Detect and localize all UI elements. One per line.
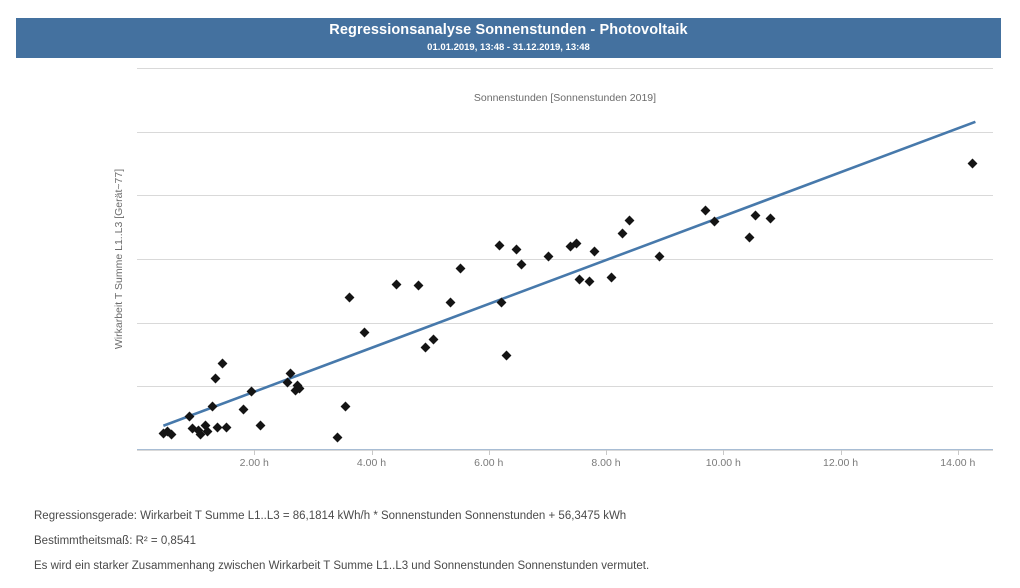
x-axis-tick-label: 6.00 h (474, 457, 504, 469)
r-squared-value: Bestimmtheitsmaß: R² = 0,8541 (34, 535, 197, 547)
x-axis-tick-label: 4.00 h (356, 457, 387, 469)
gridline-horizontal (137, 131, 993, 133)
x-axis-tick-mark (957, 450, 959, 455)
y-axis-title: Wirkarbeit T Summe L1..L3 [Gerät~77] (113, 168, 126, 350)
chart-plot-area: Wirkarbeit T Summe L1..L3 [Gerät~77] 0.0… (113, 68, 993, 469)
gridline-horizontal (137, 195, 993, 197)
x-axis-line (137, 449, 993, 450)
x-axis-tick-mark (371, 450, 373, 455)
gridline-horizontal (137, 386, 993, 388)
gridline-horizontal (137, 322, 993, 324)
page-title: Regressionsanalyse Sonnenstunden - Photo… (329, 22, 688, 38)
x-axis-tick-label: 8.00 h (591, 457, 621, 469)
x-axis-tick-mark (606, 450, 608, 455)
x-axis-tick-mark (488, 450, 490, 455)
x-axis-tick-mark (840, 450, 842, 455)
x-axis-tick-label: 10.00 h (705, 457, 741, 469)
regression-summary: Regressionsgerade: Wirkarbeit T Summe L1… (34, 504, 994, 579)
correlation-statement: Es wird ein starker Zusammenhang zwische… (34, 560, 650, 572)
regression-line (162, 120, 976, 427)
x-axis-title: Sonnenstunden [Sonnenstunden 2019] (473, 92, 657, 104)
report-date-range: 01.01.2019, 13:48 - 31.12.2019, 13:48 (427, 42, 590, 53)
x-axis-tick-label: 12.00 h (823, 457, 859, 469)
report-title-bar: Regressionsanalyse Sonnenstunden - Photo… (16, 18, 1001, 58)
gridline-horizontal (137, 259, 993, 260)
x-axis-tick-label: 14.00 h (940, 457, 976, 469)
x-axis-tick-mark (254, 450, 256, 455)
regression-equation: Regressionsgerade: Wirkarbeit T Summe L1… (34, 510, 627, 522)
gridline-horizontal (137, 450, 993, 451)
x-axis-tick-mark (723, 450, 725, 455)
gridline-horizontal (137, 68, 993, 69)
x-axis-tick-label: 2.00 h (239, 457, 269, 469)
